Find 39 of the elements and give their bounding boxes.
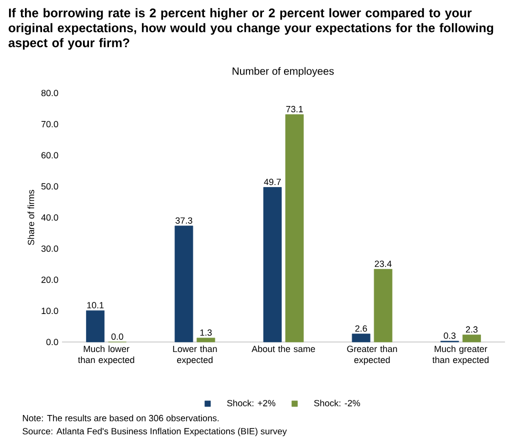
bar bbox=[374, 268, 392, 342]
data-label: 0.3 bbox=[444, 332, 456, 339]
y-tick-label: 30.0 bbox=[41, 245, 58, 252]
legend-label: Shock: -2% bbox=[314, 400, 360, 406]
data-label: 0.0 bbox=[111, 333, 124, 340]
bar bbox=[462, 334, 481, 342]
y-tick-label: 80.0 bbox=[41, 90, 58, 96]
chart-subtitle: Number of employees bbox=[232, 67, 334, 77]
x-tick-label: Much lower than expected bbox=[78, 346, 134, 365]
x-tick-label: About the same bbox=[252, 346, 315, 352]
x-tick-label: Lower than expected bbox=[173, 346, 217, 365]
y-tick-label: 0.0 bbox=[46, 338, 58, 346]
bar bbox=[263, 187, 282, 342]
y-tick-label: 60.0 bbox=[41, 152, 58, 158]
data-label: 2.6 bbox=[355, 325, 367, 332]
bar bbox=[86, 310, 105, 342]
x-tick-label: Greater than expected bbox=[347, 346, 397, 365]
data-label: 73.1 bbox=[286, 106, 303, 112]
bar bbox=[352, 334, 370, 342]
data-label: 2.3 bbox=[466, 326, 478, 333]
bar bbox=[196, 338, 216, 342]
y-tick-label: 20.0 bbox=[41, 276, 58, 283]
bar bbox=[174, 226, 194, 342]
bar bbox=[285, 114, 304, 342]
x-tick-label: Much greater than expected bbox=[432, 346, 489, 365]
chart-title: If the borrowing rate is 2 percent higher or 2 percent lower compared to your original expectations, how would you change your expectations for the following aspect of your firm? bbox=[8, 8, 494, 50]
text: Note: The results are based on 306 observations. bbox=[22, 414, 219, 422]
y-axis-title: Share of firms bbox=[28, 190, 34, 245]
data-label: 37.3 bbox=[176, 217, 192, 224]
y-tick-label: 50.0 bbox=[41, 183, 58, 190]
data-label: 10.1 bbox=[87, 302, 104, 308]
y-tick-label: 10.0 bbox=[42, 308, 58, 314]
y-tick-label: 70.0 bbox=[41, 120, 58, 128]
data-label: 23.4 bbox=[374, 260, 392, 267]
data-label: 1.3 bbox=[200, 329, 212, 336]
y-tick-label: 40.0 bbox=[41, 214, 58, 221]
source-note: Source: Atlanta Fed's Business Inflation Expectations (BIE) survey bbox=[22, 428, 287, 436]
legend-label: Shock: +2% bbox=[227, 400, 276, 406]
data-label: 49.7 bbox=[264, 178, 281, 186]
